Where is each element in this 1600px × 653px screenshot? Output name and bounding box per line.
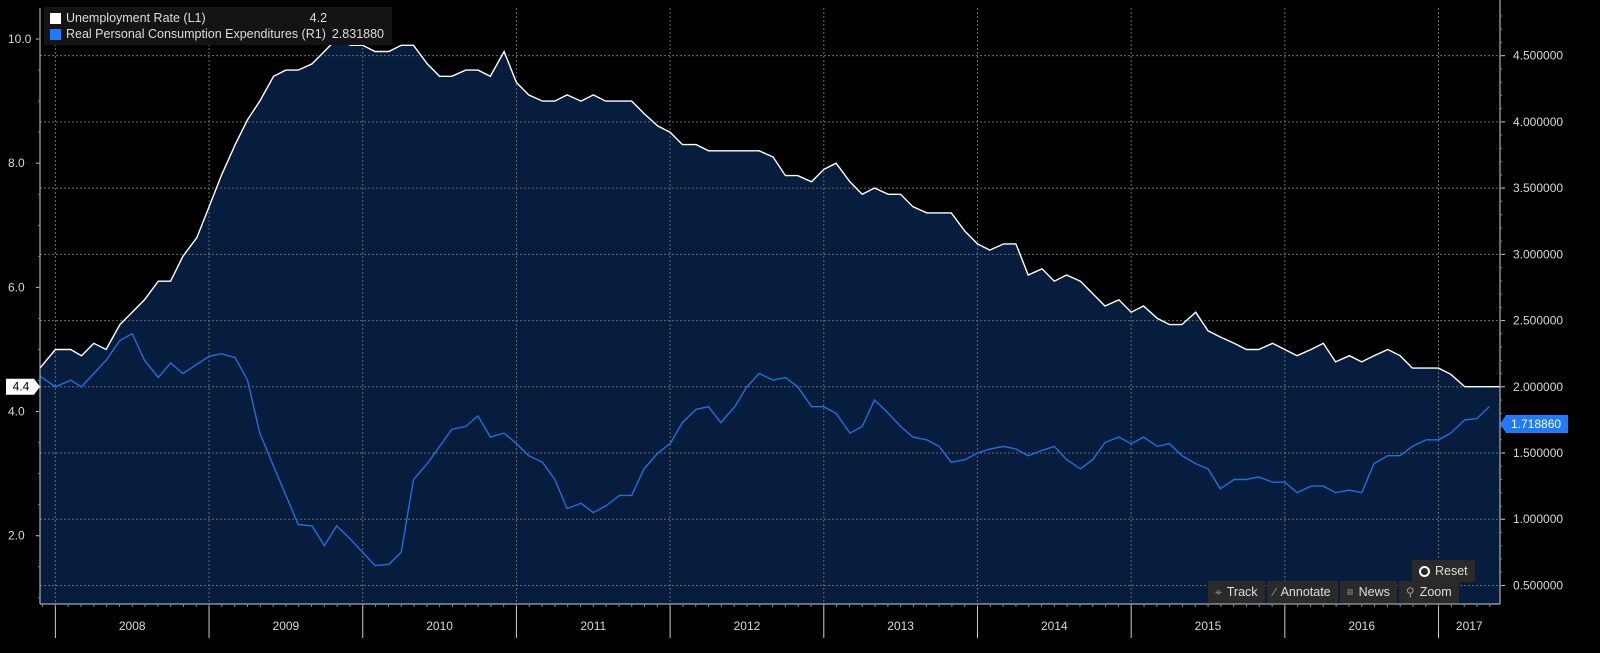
right-tick-label: 0.500000 xyxy=(1513,578,1563,592)
reset-toolbar: Reset xyxy=(1412,560,1475,582)
pencil-icon: ∕ xyxy=(1273,585,1276,599)
axes xyxy=(36,0,1505,638)
track-button[interactable]: ⌖ Track xyxy=(1208,581,1265,603)
axis-tick-labels: 2.0 4.0 6.0 8.0 10.0 0.500000 1.000000 1.500000… xyxy=(8,32,1563,633)
x-tick-label: 2016 xyxy=(1348,619,1375,633)
legend-swatch xyxy=(50,12,61,24)
news-icon: ≡ xyxy=(1346,585,1354,599)
x-tick-label: 2008 xyxy=(119,619,146,633)
track-label: Track xyxy=(1226,585,1258,599)
x-tick-label: 2012 xyxy=(734,619,761,633)
zoom-label: Zoom xyxy=(1419,585,1452,599)
x-tick-label: 2013 xyxy=(887,619,914,633)
crosshair-icon: ⌖ xyxy=(1215,585,1222,599)
legend: Unemployment Rate (L1) 4.2 Real Personal… xyxy=(44,7,392,45)
legend-item-pce[interactable]: Real Personal Consumption Expenditures (… xyxy=(50,26,384,42)
x-tick-label: 2014 xyxy=(1041,619,1068,633)
x-tick-label: 2017 xyxy=(1456,619,1483,633)
magnifier-icon: ⚲ xyxy=(1405,585,1415,599)
right-tick-label: 3.500000 xyxy=(1513,181,1563,195)
x-tick-label: 2009 xyxy=(273,619,300,633)
legend-item-value: 2.831880 xyxy=(331,27,384,41)
x-tick-label: 2011 xyxy=(580,619,606,633)
area-fill xyxy=(40,39,1500,604)
legend-item-value: 4.2 xyxy=(309,11,328,25)
right-tick-label: 2.500000 xyxy=(1513,314,1563,328)
left-tick-label: 10.0 xyxy=(8,32,32,46)
reset-button[interactable]: Reset xyxy=(1412,560,1475,582)
right-tick-label: 1.000000 xyxy=(1513,512,1563,526)
right-tick-label: 2.000000 xyxy=(1513,380,1563,394)
left-tick-label: 2.0 xyxy=(8,529,25,543)
right-tick-label: 3.000000 xyxy=(1513,247,1563,261)
unemployment-line xyxy=(39,38,1500,388)
right-tick-label: 1.500000 xyxy=(1513,446,1563,460)
last-value-badges: 4.4 1.718860 xyxy=(6,378,1568,434)
annotate-button[interactable]: ∕ Annotate xyxy=(1266,581,1338,603)
legend-item-label: Real Personal Consumption Expenditures (… xyxy=(66,27,326,41)
left-last-value-label: 4.4 xyxy=(13,380,30,394)
news-button[interactable]: ≡ News xyxy=(1339,581,1397,603)
reset-label: Reset xyxy=(1435,564,1468,578)
right-last-value-label: 1.718860 xyxy=(1511,417,1561,431)
news-label: News xyxy=(1358,585,1390,599)
x-tick-label: 2015 xyxy=(1195,619,1222,633)
series-lines xyxy=(39,38,1500,567)
x-tick-label: 2010 xyxy=(426,619,453,633)
zoom-button[interactable]: ⚲ Zoom xyxy=(1398,581,1459,603)
reset-icon xyxy=(1419,565,1430,577)
legend-swatch xyxy=(50,28,61,40)
right-last-value-badge xyxy=(1500,415,1568,434)
left-last-value-badge xyxy=(6,378,40,395)
legend-item-label: Unemployment Rate (L1) xyxy=(66,11,206,25)
left-tick-label: 4.0 xyxy=(8,405,25,419)
annotate-label: Annotate xyxy=(1280,585,1331,599)
legend-item-unemployment[interactable]: Unemployment Rate (L1) 4.2 xyxy=(50,10,384,26)
plot-area xyxy=(40,39,1500,604)
chart-toolbar: ⌖ Track ∕ Annotate ≡ News ⚲ Zoom xyxy=(1208,581,1459,603)
right-tick-label: 4.500000 xyxy=(1513,49,1563,63)
pce-line xyxy=(39,332,1490,567)
left-tick-label: 8.0 xyxy=(8,156,25,170)
right-tick-label: 4.000000 xyxy=(1513,115,1563,129)
gridlines xyxy=(40,8,1500,604)
left-tick-label: 6.0 xyxy=(8,280,25,294)
